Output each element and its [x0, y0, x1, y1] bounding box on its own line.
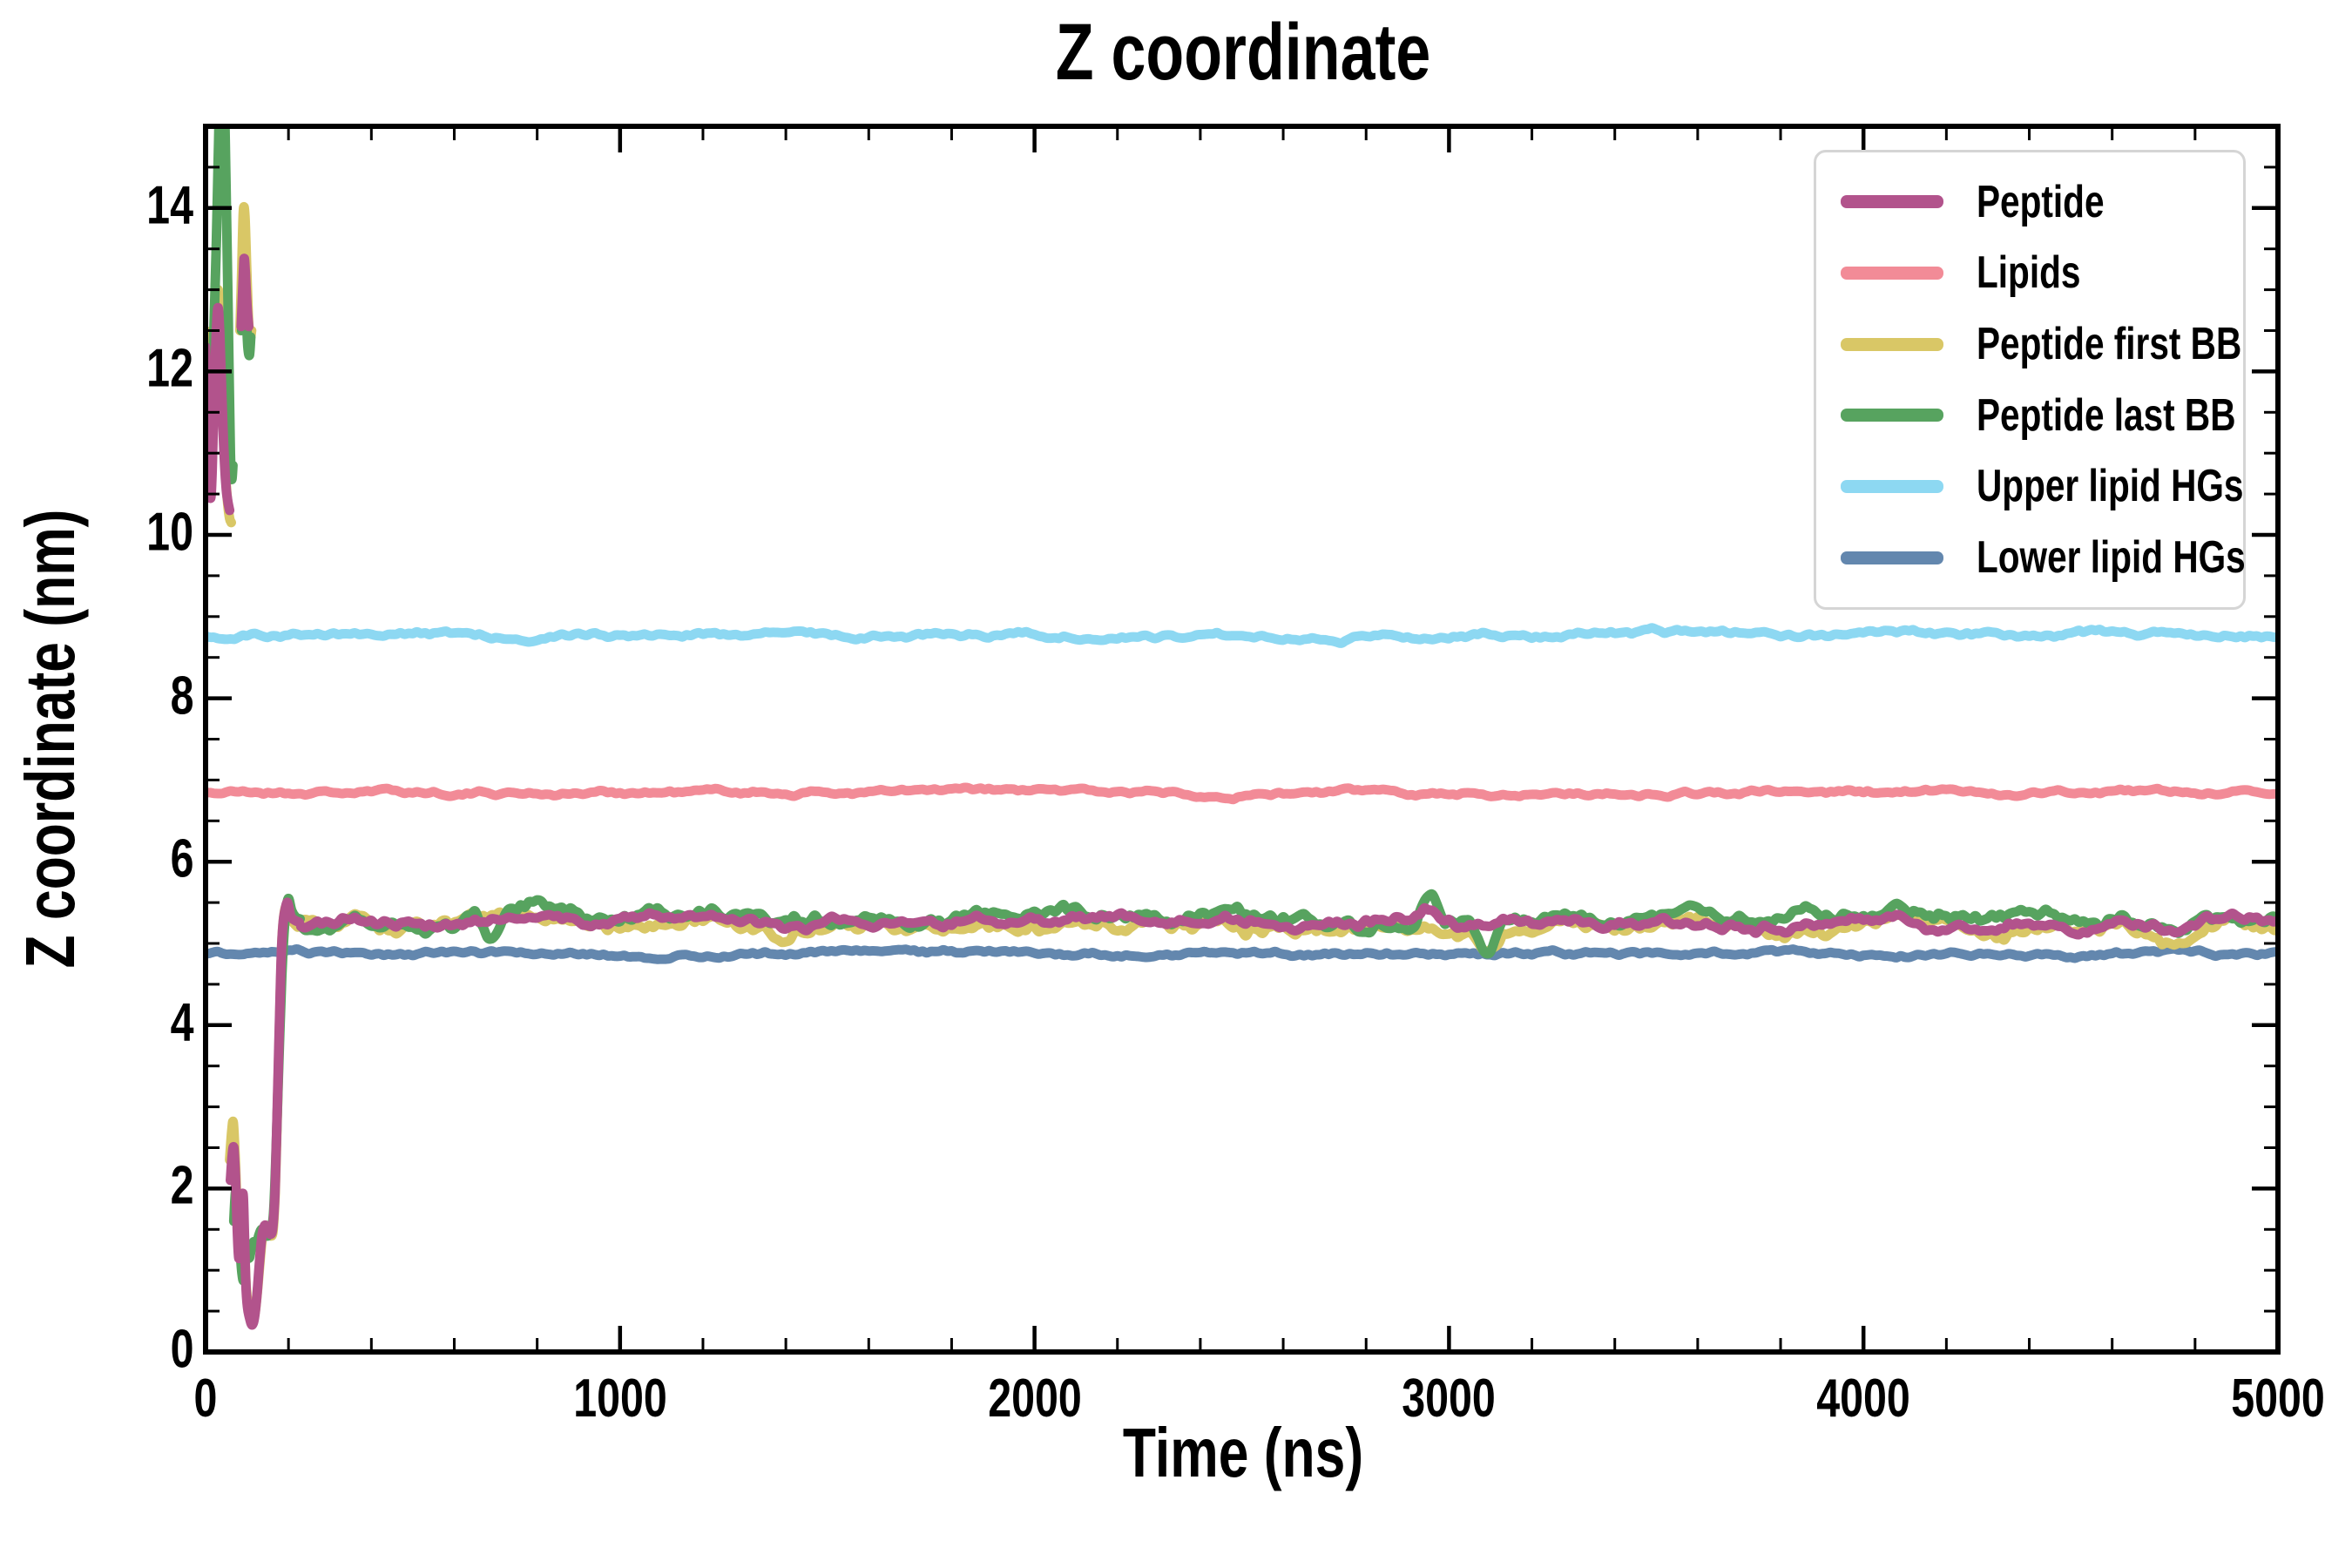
y-tick-label: 14 — [146, 175, 193, 236]
chart-title: Z coordinate — [1003, 10, 1484, 95]
legend-swatch-lower-lipid-hgs — [1841, 551, 1943, 564]
y-tick-label: 6 — [170, 828, 193, 889]
y-tick-label: 4 — [170, 992, 193, 1053]
legend-swatch-lipids — [1841, 266, 1943, 280]
legend: Peptide Lipids Peptide first BB Peptide … — [1814, 150, 2246, 610]
legend-swatch-peptide — [1841, 195, 1943, 209]
series-upper-lipid-hgs — [206, 623, 2278, 648]
series-lipids — [206, 782, 2278, 805]
y-tick-label: 0 — [170, 1319, 193, 1380]
axis-ticks — [203, 126, 2281, 1355]
legend-item-lower-lipid-hgs: Lower lipid HGs — [1841, 531, 2246, 584]
x-tick-label: 5000 — [2231, 1369, 2325, 1429]
x-tick-label: 2000 — [987, 1369, 1082, 1429]
legend-swatch-upper-lipid-hgs — [1841, 479, 1943, 493]
legend-item-peptide-last-bb: Peptide last BB — [1841, 389, 2236, 442]
legend-swatch-peptide-last-bb — [1841, 409, 1943, 422]
legend-item-lipids: Lipids — [1841, 247, 2234, 299]
y-tick-label: 2 — [170, 1156, 193, 1217]
legend-label-lipids: Lipids — [1977, 247, 2081, 299]
x-axis-label: Time (ns) — [1089, 1413, 1397, 1493]
series-peptide — [206, 253, 2278, 1330]
x-tick-label: 4000 — [1816, 1369, 1910, 1429]
legend-label-peptide-last-bb: Peptide last BB — [1977, 389, 2236, 441]
legend-item-upper-lipid-hgs: Upper lipid HGs — [1841, 460, 2243, 512]
y-tick-label: 10 — [146, 502, 193, 563]
x-tick-label: 1000 — [573, 1369, 667, 1429]
legend-item-peptide: Peptide — [1841, 176, 2234, 228]
y-tick-label: 12 — [146, 339, 193, 400]
legend-label-lower-lipid-hgs: Lower lipid HGs — [1977, 532, 2246, 584]
x-tick-label: 3000 — [1402, 1369, 1497, 1429]
legend-label-peptide-first-bb: Peptide first BB — [1977, 319, 2242, 370]
legend-label-peptide: Peptide — [1977, 176, 2105, 227]
chart-title-text: Z coordinate — [1055, 8, 1431, 97]
legend-label-upper-lipid-hgs: Upper lipid HGs — [1977, 461, 2244, 512]
legend-swatch-peptide-first-bb — [1841, 337, 1943, 351]
y-tick-label: 8 — [170, 666, 193, 727]
x-tick-label: 0 — [193, 1369, 218, 1429]
x-axis-label-text: Time (ns) — [1122, 1414, 1364, 1491]
legend-item-peptide-first-bb: Peptide first BB — [1841, 318, 2241, 370]
series-lower-lipid-hgs — [206, 943, 2278, 964]
